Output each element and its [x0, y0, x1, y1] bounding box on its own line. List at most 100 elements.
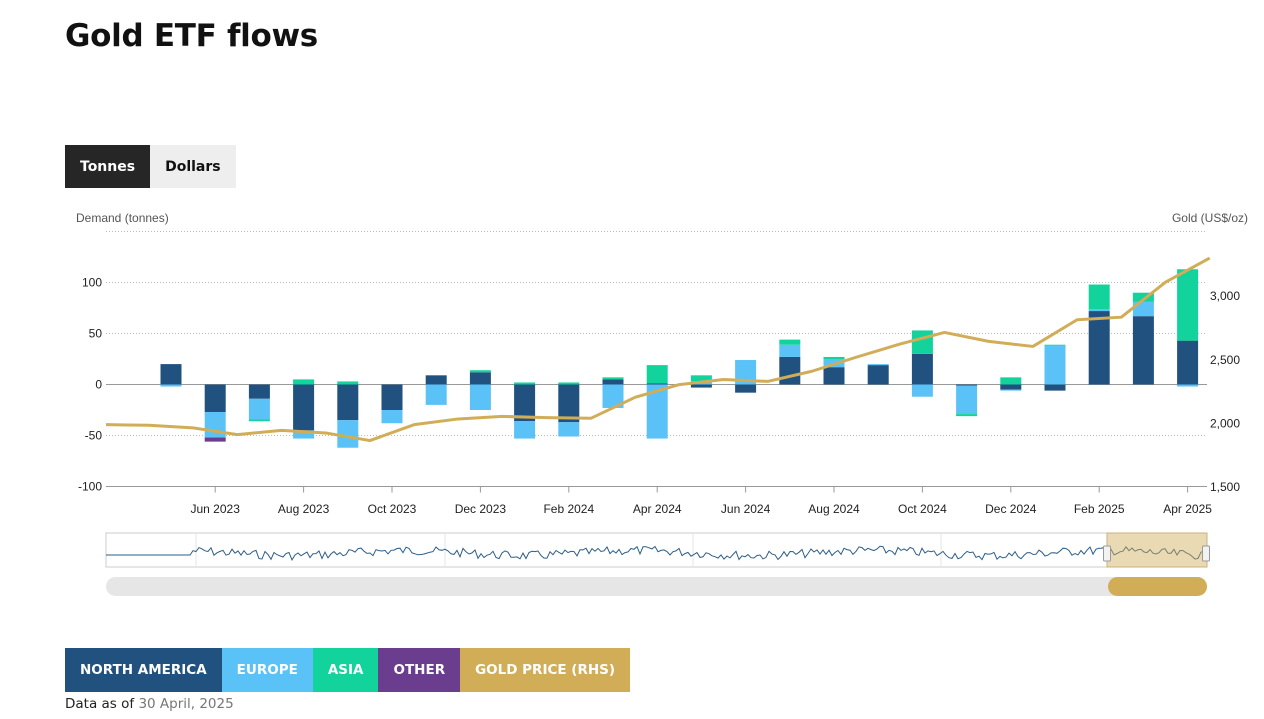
bar-europe — [779, 344, 801, 357]
bar-asia — [558, 382, 580, 385]
bar-asia — [1088, 284, 1110, 310]
axes-layer: Demand (tonnes) Gold (US$/oz) -100 -50 0 50 10… — [76, 211, 1248, 516]
x-tick-label: Oct 2023 — [368, 502, 417, 516]
bar-asia — [690, 375, 712, 382]
x-tick-label: Jun 2023 — [191, 502, 241, 516]
bar-asia — [1000, 377, 1022, 385]
y-right-tick-label: 3,000 — [1210, 289, 1240, 303]
bar-north-america — [956, 384, 978, 386]
bar-north-america — [1088, 311, 1110, 385]
bar-north-america — [160, 364, 182, 385]
x-tick-label: Oct 2024 — [898, 502, 947, 516]
bar-asia — [1177, 269, 1199, 341]
bar-north-america — [735, 384, 757, 393]
scrollbar-track — [106, 577, 1207, 596]
bar-asia — [823, 356, 845, 359]
bar-north-america — [337, 384, 359, 421]
bar-europe — [735, 360, 757, 385]
bar-europe — [514, 421, 536, 439]
legend: NORTH AMERICA EUROPE ASIA OTHER GOLD PRI… — [65, 648, 631, 692]
y-left-title: Demand (tonnes) — [76, 211, 169, 225]
bar-north-america — [646, 383, 668, 385]
tonnes-button[interactable]: Tonnes — [65, 145, 151, 188]
bar-europe — [381, 410, 403, 424]
bar-north-america — [823, 367, 845, 385]
x-tick-label: Aug 2023 — [278, 502, 330, 516]
y-right-tick-label: 2,500 — [1210, 353, 1240, 367]
bar-north-america — [425, 375, 447, 385]
x-tick-label: Aug 2024 — [808, 502, 860, 516]
legend-europe[interactable]: EUROPE — [221, 648, 313, 692]
bar-europe — [1000, 389, 1022, 391]
etf-flows-chart: Demand (tonnes) Gold (US$/oz) -100 -50 0 50 10… — [76, 211, 1248, 596]
bar-asia — [1132, 292, 1154, 302]
dollars-button[interactable]: Dollars — [150, 145, 236, 188]
bar-europe — [602, 384, 624, 408]
bar-europe — [160, 384, 182, 387]
unit-toggle: Tonnes Dollars — [65, 145, 236, 188]
bar-asia — [956, 414, 978, 417]
bar-north-america — [558, 384, 580, 423]
navigator-handle-left[interactable] — [1103, 545, 1111, 562]
bar-north-america — [204, 384, 226, 413]
bar-asia — [514, 382, 536, 385]
bar-europe — [293, 430, 315, 439]
navigator-handle-right[interactable] — [1202, 545, 1210, 562]
y-right-tick-label: 2,000 — [1210, 416, 1240, 430]
navigator-mini-line — [106, 545, 1205, 562]
bar-asia — [779, 339, 801, 345]
bar-asia — [1044, 344, 1066, 346]
bar-north-america — [469, 372, 491, 385]
bar-north-america — [690, 384, 712, 388]
legend-other[interactable]: OTHER — [378, 648, 461, 692]
bar-europe — [911, 384, 933, 397]
y-left-tick-label: 0 — [95, 378, 102, 392]
legend-gold-price[interactable]: GOLD PRICE (RHS) — [460, 648, 631, 692]
bar-asia — [602, 377, 624, 380]
y-left-tick-label: 100 — [82, 276, 102, 290]
bar-north-america — [1177, 340, 1199, 385]
x-tick-label: Dec 2023 — [455, 502, 507, 516]
range-navigator[interactable] — [105, 532, 1210, 596]
legend-asia[interactable]: ASIA — [312, 648, 379, 692]
bar-north-america — [911, 353, 933, 385]
bar-europe — [1044, 345, 1066, 385]
x-tick-label: Feb 2025 — [1074, 502, 1125, 516]
data-as-of-date: 30 April, 2025 — [138, 696, 234, 712]
gold-price-line — [105, 256, 1211, 443]
bar-europe — [646, 384, 668, 439]
bar-europe — [1088, 309, 1110, 312]
y-right-title: Gold (US$/oz) — [1172, 211, 1248, 225]
y-left-tick-label: 50 — [89, 327, 103, 341]
y-right-tick-label: 1,500 — [1210, 480, 1240, 494]
bar-asia — [469, 370, 491, 373]
bar-europe — [558, 422, 580, 437]
bar-europe — [248, 398, 270, 420]
bar-europe — [956, 385, 978, 415]
bar-north-america — [293, 384, 315, 431]
legend-north-america[interactable]: NORTH AMERICA — [65, 648, 222, 692]
data-as-of-note: Data as of 30 April, 2025 — [65, 696, 234, 712]
bar-europe — [337, 420, 359, 448]
bar-europe — [867, 364, 889, 366]
bar-north-america — [381, 384, 403, 410]
scrollbar-thumb[interactable] — [1108, 577, 1207, 596]
bar-north-america — [1000, 384, 1022, 390]
bar-north-america — [248, 384, 270, 399]
bar-asia — [337, 381, 359, 385]
x-tick-label: Apr 2024 — [633, 502, 682, 516]
x-tick-label: Jun 2024 — [721, 502, 771, 516]
navigator-selection — [1106, 532, 1208, 568]
bar-asia — [911, 330, 933, 354]
x-tick-label: Dec 2024 — [985, 502, 1037, 516]
bar-europe — [1177, 384, 1199, 387]
data-as-of-prefix: Data as of — [65, 696, 135, 712]
bar-europe — [425, 384, 447, 405]
bar-asia — [293, 379, 315, 385]
bar-asia — [248, 419, 270, 422]
bar-north-america — [867, 365, 889, 385]
y-left-tick-label: -100 — [78, 480, 102, 494]
bar-north-america — [779, 356, 801, 385]
bar-north-america — [514, 384, 536, 422]
bar-asia — [646, 365, 668, 384]
